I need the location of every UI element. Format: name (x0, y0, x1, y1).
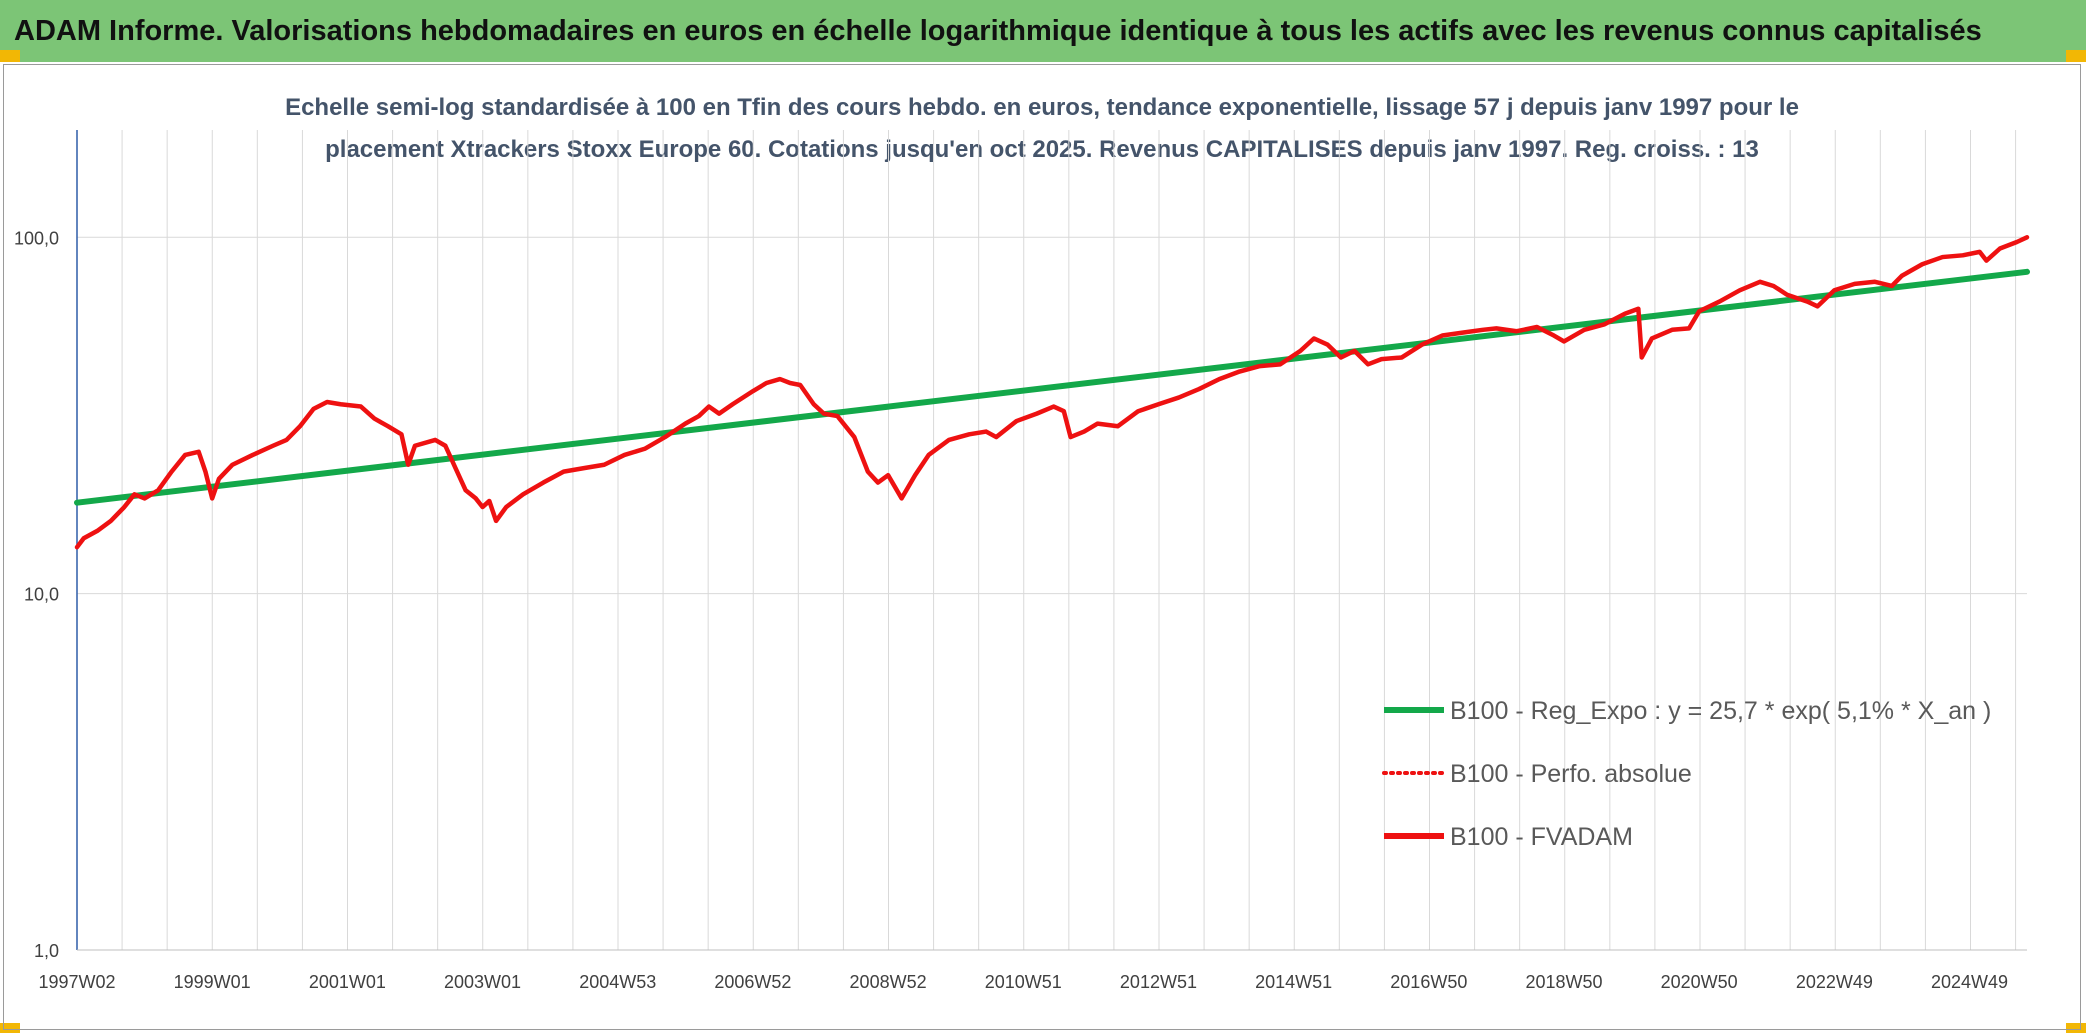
x-tick-label: 2022W49 (1796, 972, 1873, 992)
corner-mark-bottom-right (2066, 1023, 2086, 1033)
y-tick-label: 10,0 (24, 585, 59, 605)
axes: 1,0 10,0 100,0 1997W02 1999W01 2001W01 2003W01… (14, 130, 2027, 992)
corner-mark-right (2066, 50, 2086, 62)
y-tick-label: 100,0 (14, 228, 59, 248)
series-line-reg-expo (74, 268, 2030, 506)
series (74, 235, 2030, 550)
x-tick-label: 2003W01 (444, 972, 521, 992)
chart-subtitle-line-1: Echelle semi-log standardisée à 100 en T… (285, 94, 1799, 121)
corner-mark-left (0, 50, 20, 62)
chart-frame (3, 64, 2081, 1030)
series-line-fvadam (74, 235, 2030, 550)
legend-label: B100 - Perfo. absolue (1450, 760, 1692, 788)
x-tick-label: 2004W53 (579, 972, 656, 992)
x-tick-label: 2018W50 (1525, 972, 1602, 992)
legend-label: B100 - FVADAM (1450, 823, 1633, 851)
corner-mark-bottom-left (0, 1023, 20, 1033)
chart-subtitle-line-2: placement Xtrackers Stoxx Europe 60. Cot… (325, 136, 1759, 163)
legend: B100 - Reg_Expo : y = 25,7 * exp( 5,1% *… (1382, 697, 1991, 851)
title-bar: ADAM Informe. Valorisations hebdomadaire… (0, 0, 2086, 62)
x-tick-label: 2010W51 (985, 972, 1062, 992)
x-tick-label: 2020W50 (1661, 972, 1738, 992)
x-tick-label: 2012W51 (1120, 972, 1197, 992)
legend-label: B100 - Reg_Expo : y = 25,7 * exp( 5,1% *… (1450, 697, 1991, 725)
x-tick-label: 2008W52 (850, 972, 927, 992)
x-tick-label: 2016W50 (1390, 972, 1467, 992)
x-tick-label: 1997W02 (38, 972, 115, 992)
grid (77, 130, 2027, 951)
x-tick-label: 2014W51 (1255, 972, 1332, 992)
x-tick-label: 2024W49 (1931, 972, 2008, 992)
page-title: ADAM Informe. Valorisations hebdomadaire… (14, 14, 1982, 47)
y-tick-label: 1,0 (34, 941, 59, 961)
x-tick-label: 1999W01 (174, 972, 251, 992)
x-tick-label: 2006W52 (714, 972, 791, 992)
x-tick-label: 2001W01 (309, 972, 386, 992)
